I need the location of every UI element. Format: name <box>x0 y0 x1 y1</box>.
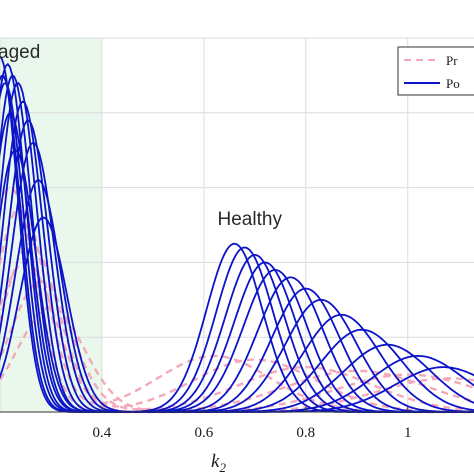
legend-label-pr: Pr <box>446 53 458 68</box>
x-ticks: 0.4 0.6 0.8 1 <box>93 407 412 441</box>
prior-curve <box>0 279 474 412</box>
x-tick-label: 0.8 <box>296 425 315 441</box>
legend: Pr Po <box>397 46 474 96</box>
region-label-aged: aged <box>0 42 40 63</box>
x-axis-title: k2 <box>211 451 226 474</box>
x-tick-label: 0.6 <box>194 425 213 441</box>
posterior-curve <box>0 216 474 413</box>
region-label-healthy: Healthy <box>218 209 283 230</box>
posterior-curve <box>0 141 474 413</box>
legend-label-po: Po <box>446 76 460 91</box>
x-tick-label: 1 <box>404 425 412 441</box>
legend-box <box>397 46 474 96</box>
x-tick-label: 0.4 <box>93 425 112 441</box>
posterior-curve <box>0 179 474 413</box>
x-axis-title-subscript: 2 <box>219 460 226 474</box>
